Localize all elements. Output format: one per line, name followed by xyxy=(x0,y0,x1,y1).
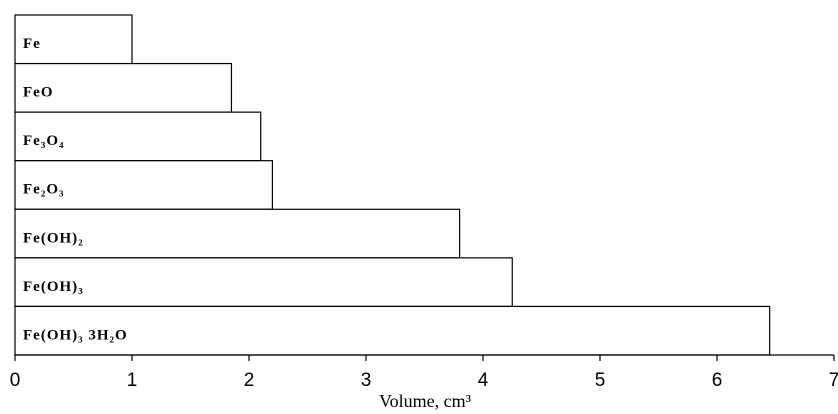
chart: Volume, cm³ Fe FeO Fe₃O₄ Fe₂O₃ Fe(OH)₂ Fe(OH)… xyxy=(0,0,838,414)
category-label: Fe₂O₃ xyxy=(23,182,64,198)
x-tick-label: 0 xyxy=(10,370,21,391)
category-label: Fe(OH)₂ xyxy=(23,230,84,246)
x-tick-label: 6 xyxy=(712,370,723,391)
page: Volume, cm³ Fe FeO Fe₃O₄ Fe₂O₃ Fe(OH)₂ Fe(OH)… xyxy=(0,0,838,414)
category-label: Fe(OH)₃ xyxy=(23,279,84,295)
bar xyxy=(15,258,512,307)
category-label: Fe(OH)₃ 3H₂O xyxy=(23,327,128,343)
x-tick-label: 4 xyxy=(478,370,489,391)
x-tick-label: 7 xyxy=(829,370,838,391)
category-label: Fe₃O₄ xyxy=(23,133,64,149)
x-tick-label: 1 xyxy=(127,370,138,391)
category-label: FeO xyxy=(23,85,54,101)
x-tick-label: 5 xyxy=(595,370,606,391)
x-axis-title: Volume, cm³ xyxy=(379,391,472,411)
x-tick-label: 2 xyxy=(244,370,255,391)
category-label: Fe xyxy=(23,36,41,52)
x-tick-label: 3 xyxy=(361,370,372,391)
bar xyxy=(15,306,770,355)
